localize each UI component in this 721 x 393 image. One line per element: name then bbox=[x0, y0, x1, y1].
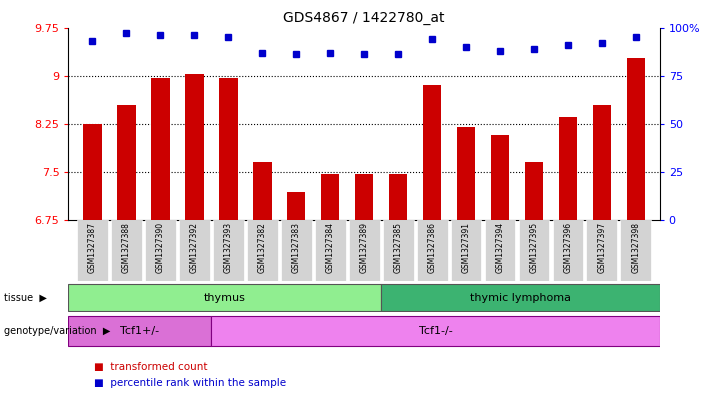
Text: GSM1327387: GSM1327387 bbox=[88, 222, 97, 273]
Text: thymus: thymus bbox=[204, 293, 246, 303]
Bar bbox=[525, 162, 544, 220]
Bar bbox=[179, 220, 210, 281]
Bar bbox=[253, 162, 272, 220]
Text: GSM1327389: GSM1327389 bbox=[360, 222, 368, 273]
Bar bbox=[213, 220, 244, 281]
Text: GSM1327383: GSM1327383 bbox=[292, 222, 301, 273]
Bar bbox=[111, 220, 142, 281]
Bar bbox=[518, 220, 549, 281]
Bar bbox=[383, 220, 414, 281]
Title: GDS4867 / 1422780_at: GDS4867 / 1422780_at bbox=[283, 11, 445, 25]
Bar bbox=[145, 220, 176, 281]
Text: GSM1327390: GSM1327390 bbox=[156, 222, 164, 273]
Bar bbox=[451, 220, 482, 281]
Bar bbox=[552, 220, 583, 281]
Bar bbox=[68, 316, 211, 346]
Bar bbox=[77, 220, 107, 281]
Bar bbox=[381, 285, 660, 311]
Text: thymic lymphoma: thymic lymphoma bbox=[470, 293, 571, 303]
Text: GSM1327398: GSM1327398 bbox=[632, 222, 640, 273]
Bar bbox=[211, 316, 660, 346]
Bar bbox=[593, 105, 611, 220]
Text: GSM1327386: GSM1327386 bbox=[428, 222, 436, 273]
Bar bbox=[247, 220, 278, 281]
Bar bbox=[491, 135, 509, 220]
Bar bbox=[423, 85, 441, 220]
Bar bbox=[117, 105, 136, 220]
Bar bbox=[68, 285, 381, 311]
Text: GSM1327394: GSM1327394 bbox=[495, 222, 505, 273]
Bar bbox=[185, 74, 203, 220]
Bar bbox=[287, 193, 306, 220]
Text: genotype/variation  ▶: genotype/variation ▶ bbox=[4, 326, 110, 336]
Bar bbox=[559, 118, 578, 220]
Bar bbox=[621, 220, 651, 281]
Bar bbox=[485, 220, 516, 281]
Text: GSM1327384: GSM1327384 bbox=[326, 222, 335, 273]
Bar bbox=[586, 220, 617, 281]
Text: GSM1327393: GSM1327393 bbox=[224, 222, 233, 273]
Text: GSM1327397: GSM1327397 bbox=[598, 222, 606, 273]
Bar bbox=[321, 174, 340, 220]
Bar bbox=[314, 220, 345, 281]
Text: GSM1327385: GSM1327385 bbox=[394, 222, 402, 273]
Bar bbox=[456, 127, 475, 220]
Text: Tcf1+/-: Tcf1+/- bbox=[120, 326, 159, 336]
Text: GSM1327391: GSM1327391 bbox=[461, 222, 471, 273]
Bar bbox=[219, 77, 237, 220]
Bar bbox=[280, 220, 311, 281]
Bar bbox=[355, 174, 373, 220]
Text: GSM1327382: GSM1327382 bbox=[257, 222, 267, 273]
Text: GSM1327395: GSM1327395 bbox=[529, 222, 539, 273]
Text: ■  percentile rank within the sample: ■ percentile rank within the sample bbox=[94, 378, 286, 388]
Text: GSM1327396: GSM1327396 bbox=[564, 222, 572, 273]
Text: ■  transformed count: ■ transformed count bbox=[94, 362, 207, 373]
Text: Tcf1-/-: Tcf1-/- bbox=[419, 326, 452, 336]
Text: GSM1327392: GSM1327392 bbox=[190, 222, 199, 273]
Bar bbox=[151, 77, 169, 220]
Bar bbox=[349, 220, 379, 281]
Text: GSM1327388: GSM1327388 bbox=[122, 222, 131, 273]
Text: tissue  ▶: tissue ▶ bbox=[4, 293, 46, 303]
Bar bbox=[389, 174, 407, 220]
Bar bbox=[83, 124, 102, 220]
Bar bbox=[417, 220, 448, 281]
Bar bbox=[627, 58, 645, 220]
